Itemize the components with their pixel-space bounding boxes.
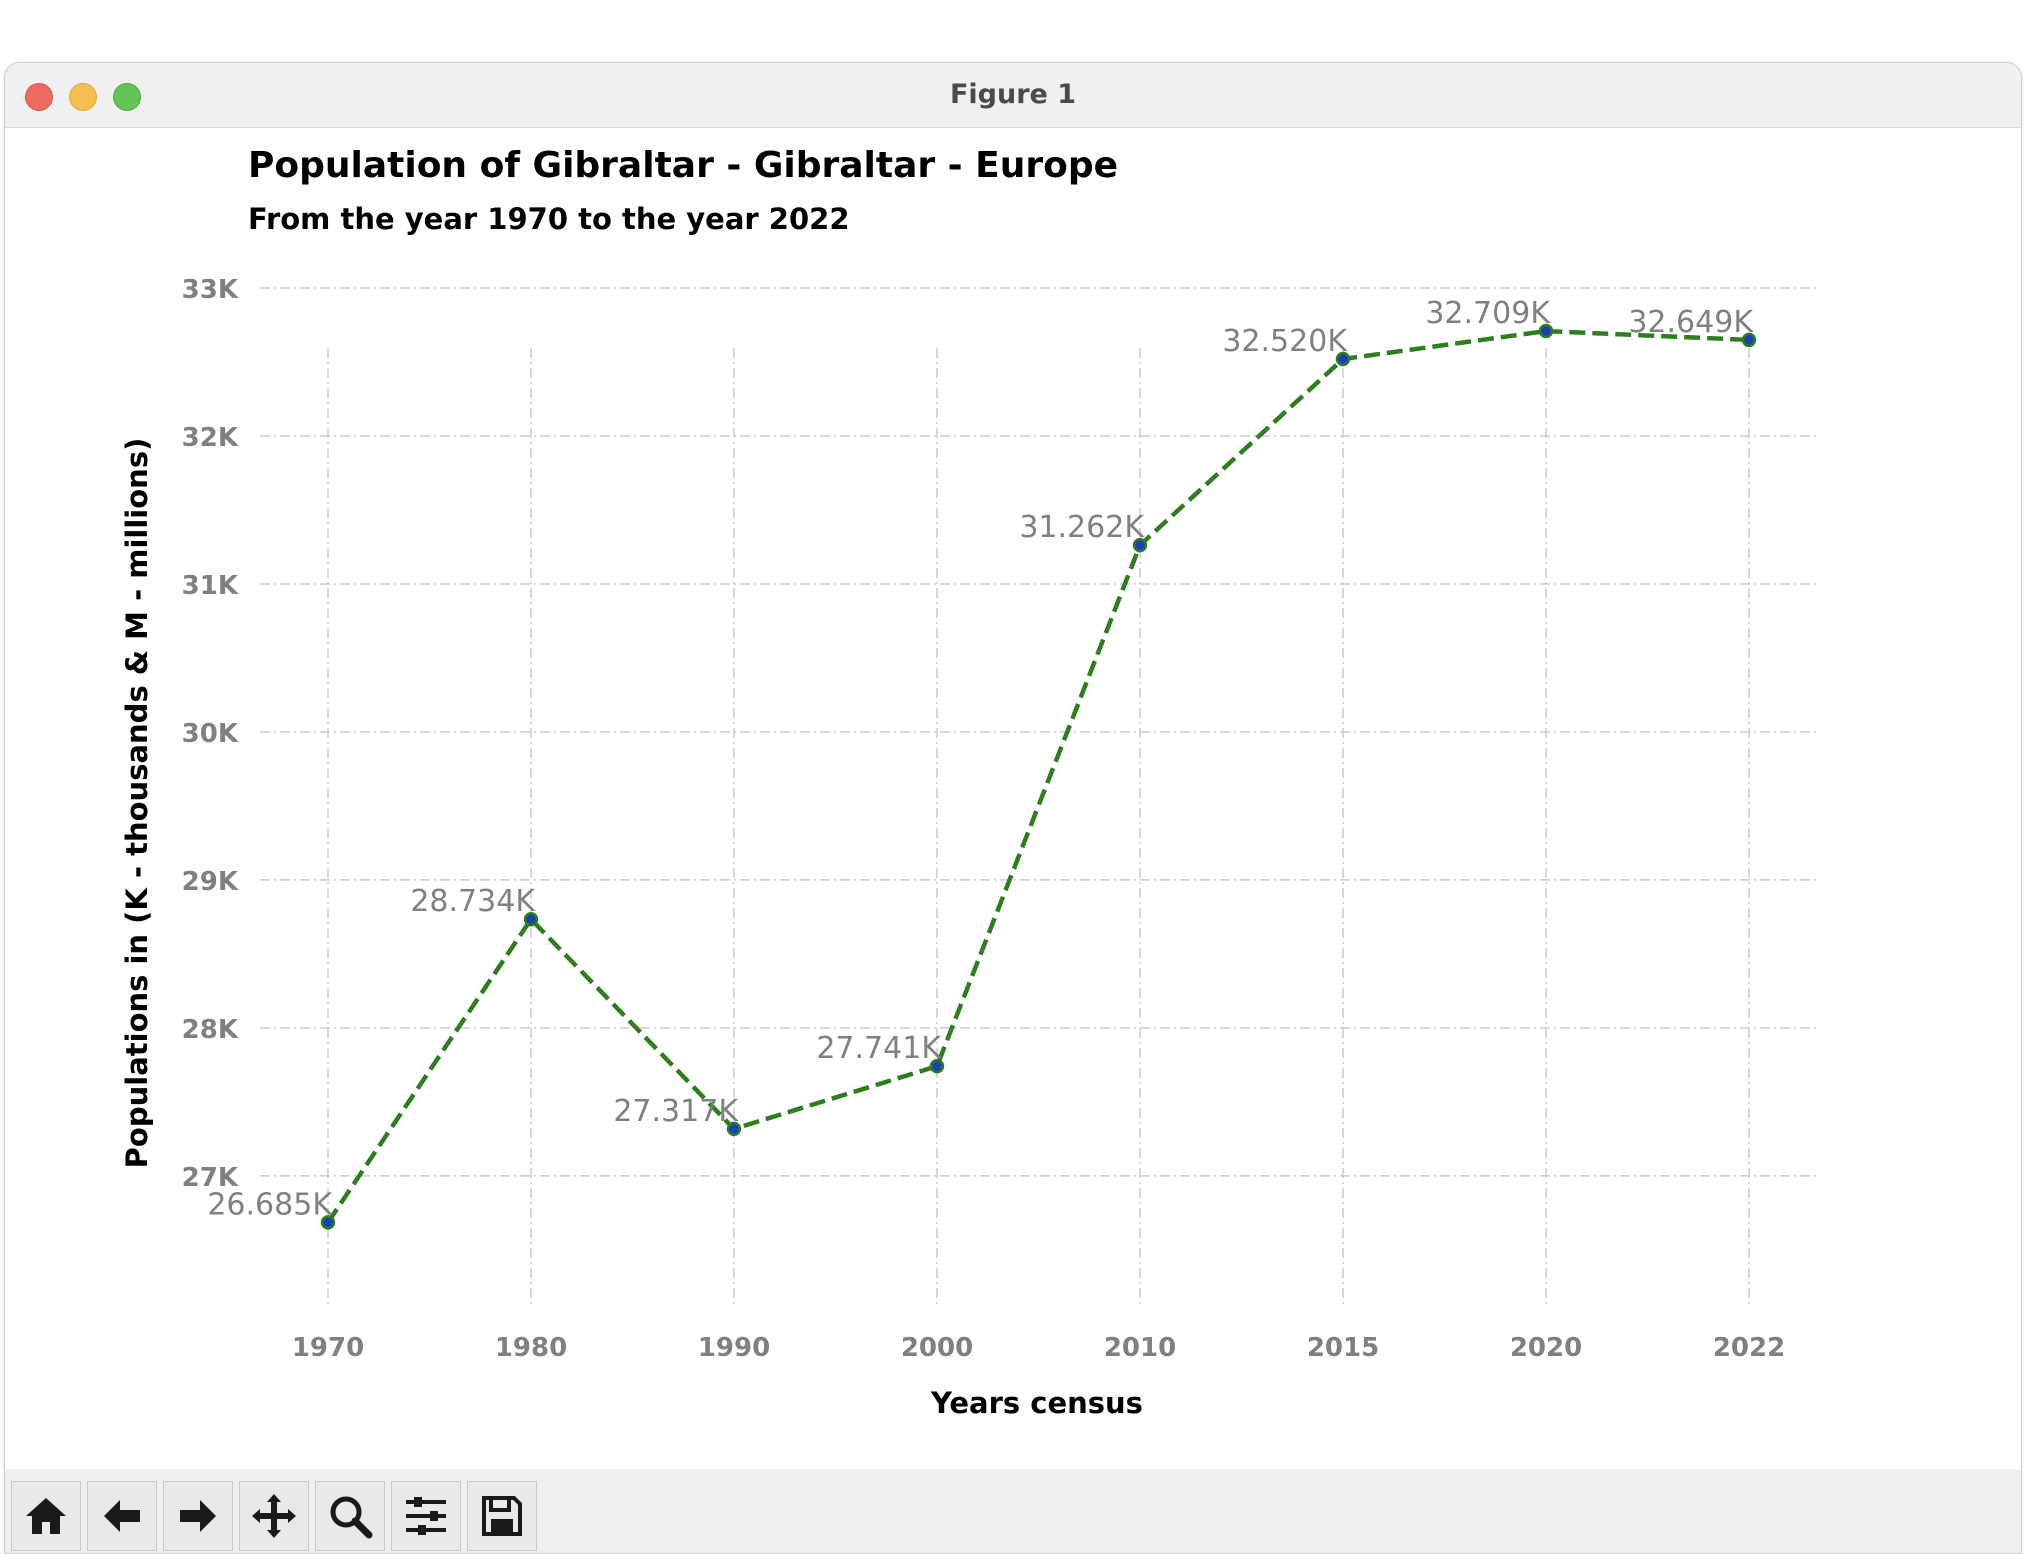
data-point [1538, 323, 1554, 339]
navigation-toolbar [5, 1469, 2021, 1553]
y-axis-label: Populations in (K - thousands & M - mill… [120, 438, 154, 1169]
y-tick-label: 28K [182, 1015, 239, 1045]
x-tick-label: 2010 [1104, 1333, 1176, 1363]
data-point [320, 1215, 336, 1230]
zoom-window-button[interactable] [113, 83, 141, 111]
chart-title: Population of Gibraltar - Gibraltar - Eu… [248, 145, 1118, 186]
x-tick-label: 1970 [292, 1333, 364, 1363]
x-tick-label: 1990 [698, 1333, 770, 1363]
line-chart[interactable]: 27K 28K 29K 30K 31K 32K 33K 1970 1980 1990 2000 20… [5, 63, 2021, 1469]
data-label: 27.317K [613, 1094, 739, 1129]
data-point [1132, 537, 1148, 553]
configure-button[interactable] [391, 1481, 461, 1551]
y-tick-label: 31K [182, 571, 239, 601]
sliders-icon [406, 1497, 446, 1535]
data-label: 32.649K [1628, 305, 1754, 340]
x-tick-label: 2022 [1713, 1333, 1785, 1363]
data-label: 28.734K [410, 884, 536, 919]
y-tick-label: 27K [182, 1163, 239, 1193]
data-label: 27.741K [816, 1031, 942, 1066]
magnifier-icon [330, 1496, 373, 1539]
title-bar: Figure 1 [5, 63, 2021, 128]
grid-lines [260, 287, 1817, 1308]
move-icon [252, 1494, 296, 1538]
x-tick-label: 2015 [1307, 1333, 1379, 1363]
x-axis-label: Years census [930, 1386, 1143, 1420]
data-point [726, 1121, 742, 1137]
x-tick-label: 1980 [495, 1333, 567, 1363]
forward-button[interactable] [163, 1481, 233, 1551]
arrow-right-icon [180, 1500, 216, 1532]
arrow-left-icon [104, 1500, 140, 1532]
y-tick-label: 29K [182, 867, 239, 897]
data-label: 32.709K [1425, 296, 1551, 331]
y-axis-ticks: 27K 28K 29K 30K 31K 32K 33K [182, 275, 239, 1193]
data-labels: 26.685K 28.734K 27.317K 27.741K 31.262K 32.52… [207, 296, 1754, 1222]
chart-subtitle: From the year 1970 to the year 2022 [248, 202, 850, 236]
x-tick-label: 2000 [901, 1333, 973, 1363]
zoom-button[interactable] [315, 1481, 385, 1551]
data-label: 31.262K [1019, 510, 1145, 545]
data-point [523, 911, 539, 927]
data-point [929, 1058, 945, 1074]
series-line [326, 328, 1750, 1224]
save-button[interactable] [467, 1481, 537, 1551]
data-label: 26.685K [207, 1187, 333, 1222]
pan-button[interactable] [239, 1481, 309, 1551]
x-axis-ticks: 1970 1980 1990 2000 2010 2015 2020 2022 [292, 1333, 1785, 1363]
y-tick-label: 30K [182, 719, 239, 749]
y-tick-label: 33K [182, 275, 239, 305]
floppy-disk-icon [482, 1496, 522, 1536]
close-button[interactable] [25, 83, 53, 111]
data-point [1741, 332, 1757, 348]
figure-window: Figure 1 27K 28K 29K 30K 31K 32K 33K 1970 1980 1… [4, 62, 2022, 1554]
home-button[interactable] [11, 1481, 81, 1551]
x-tick-label: 2020 [1510, 1333, 1582, 1363]
minimize-button[interactable] [69, 83, 97, 111]
data-markers [320, 323, 1757, 1230]
y-tick-label: 32K [182, 423, 239, 453]
home-icon [26, 1498, 66, 1534]
data-label: 32.520K [1222, 324, 1348, 359]
back-button[interactable] [87, 1481, 157, 1551]
window-title: Figure 1 [949, 79, 1077, 110]
data-point [1335, 351, 1351, 367]
